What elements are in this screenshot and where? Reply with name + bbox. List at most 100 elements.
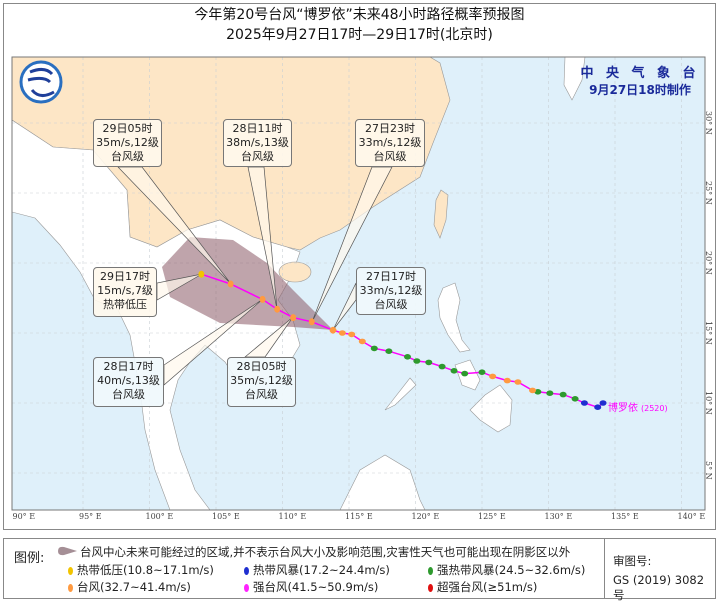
legend-item-sty: 强台风(41.5~50.9m/s) [244,579,378,595]
callout-27d23: 27日23时 33m/s,12级 台风级 [355,119,425,167]
legend-label: 超强台风(≥51m/s) [437,580,538,594]
callout-time: 28日11时 [232,122,283,135]
issue-time: 9月27日18时制作 [589,83,691,97]
past-track-point [425,359,433,366]
lon-label: 95° E [79,512,102,521]
lat-label: 20° N [704,251,713,275]
past-track-point [546,390,554,397]
typhoon-name: 博罗依 [608,401,638,414]
forecast-track-point [308,318,315,326]
past-track-point [385,348,393,355]
past-track-point [599,400,607,406]
callout-grade: 台风级 [111,150,144,163]
past-track-point [348,331,356,338]
ts-dot-icon [244,566,249,575]
callout-time: 29日17时 [100,270,150,283]
td-dot-icon [68,566,73,575]
lon-label: 125° E [478,512,506,521]
forecast-track-point [259,295,266,303]
callout-grade: 热带低压 [103,298,147,311]
callout-grade: 台风级 [373,150,407,163]
past-track-point [461,370,469,377]
past-track-point [489,373,497,380]
lon-label: 110° E [278,512,307,521]
lat-label: 15° N [704,321,713,345]
lat-label: 10° N [704,391,713,415]
forecast-track-point [330,326,337,334]
callout-grade: 台风级 [374,298,408,311]
lat-label: 25° N [704,181,713,205]
legend-item-superty: 超强台风(≥51m/s) [428,579,537,595]
sty-dot-icon [244,583,249,592]
land-hainan [278,261,312,283]
callout-wind: 38m/s,13级 [226,136,289,149]
lon-label: 115° E [345,512,373,521]
lon-label: 100° E [145,512,174,521]
lon-label: 130° E [544,512,573,521]
callout-wind: 33m/s,12级 [359,284,423,297]
legend-item-sts: 强热带风暴(24.5~32.6m/s) [428,562,585,578]
past-track-point [529,387,537,394]
legend-item-td: 热带低压(10.8~17.1m/s) [68,562,214,578]
callout-wind: 33m/s,12级 [358,136,422,149]
legend-label: 台风(32.7~41.4m/s) [77,580,191,594]
land-taiwan [433,189,449,239]
forecast-track-point [274,305,281,313]
issuer-name: 中 央 气 象 台 [580,66,700,81]
past-track-point [571,396,579,402]
land-palawan [384,377,417,411]
past-track-point [503,377,511,384]
past-track-point [413,358,421,364]
probability-cone [162,237,333,330]
past-track-point [438,363,446,370]
past-track-point [450,368,458,374]
past-track-point [478,369,486,376]
legend: 图例: 台风中心未来可能经过的区域,并不表示台风大小及影响范围,灾害性天气也可能… [3,538,716,602]
callout-time: 27日17时 [366,270,416,283]
forecast-track-point [290,314,297,322]
callout-grade: 台风级 [112,388,145,401]
leader-29d17 [156,273,203,301]
legend-divider [604,539,605,598]
leader-27d23 [311,166,393,323]
past-track-point [580,400,588,406]
past-track-point [594,404,602,411]
callout-28d17: 28日17时 40m/s,13级 台风级 [93,357,164,407]
cma-logo [19,60,63,104]
callout-wind: 35m/s,12级 [96,136,159,149]
typhoon-code: (2520) [641,404,668,413]
lat-label: 5° N [704,461,713,480]
lon-label: 135° E [611,512,639,521]
legend-item-ty: 台风(32.7~41.4m/s) [68,579,191,595]
map-title: 今年第20号台风“博罗依”未来48小时路径概率预报图 [194,7,525,23]
legend-label: 强台风(41.5~50.9m/s) [253,580,379,594]
leader-28d17 [163,298,264,386]
lon-label: 140° E [677,512,706,521]
legend-item-ts: 热带风暴(17.2~24.4m/s) [244,562,390,578]
callout-27d17: 27日17时 33m/s,12级 台风级 [356,267,426,315]
past-track-point [559,391,567,398]
ty-dot-icon [68,583,73,592]
figure-frame [3,3,716,530]
review-label: 审图号: [613,554,652,568]
past-track-point [404,354,412,360]
cone-swatch-icon [58,546,77,556]
callout-wind: 15m/s,7级 [97,284,153,297]
callout-wind: 40m/s,13级 [97,374,160,387]
callout-grade: 台风级 [245,388,278,401]
callout-leaders [117,166,393,386]
callout-29d05: 29日05时 35m/s,12级 台风级 [93,119,162,167]
superty-dot-icon [428,583,433,592]
typhoon-track [198,270,607,411]
past-track-point [534,389,542,395]
lon-label: 105° E [212,512,240,521]
callout-wind: 35m/s,12级 [230,374,293,387]
callout-time: 27日23时 [365,122,415,135]
lon-label: 90° E [12,512,36,521]
callout-28d05: 28日05时 35m/s,12级 台风级 [227,357,296,407]
callout-grade: 台风级 [241,150,274,163]
lat-label: 30° N [704,111,713,135]
land-visayas-mindanao [454,359,513,433]
lon-label: 120° E [411,512,440,521]
past-track-point [514,379,522,385]
